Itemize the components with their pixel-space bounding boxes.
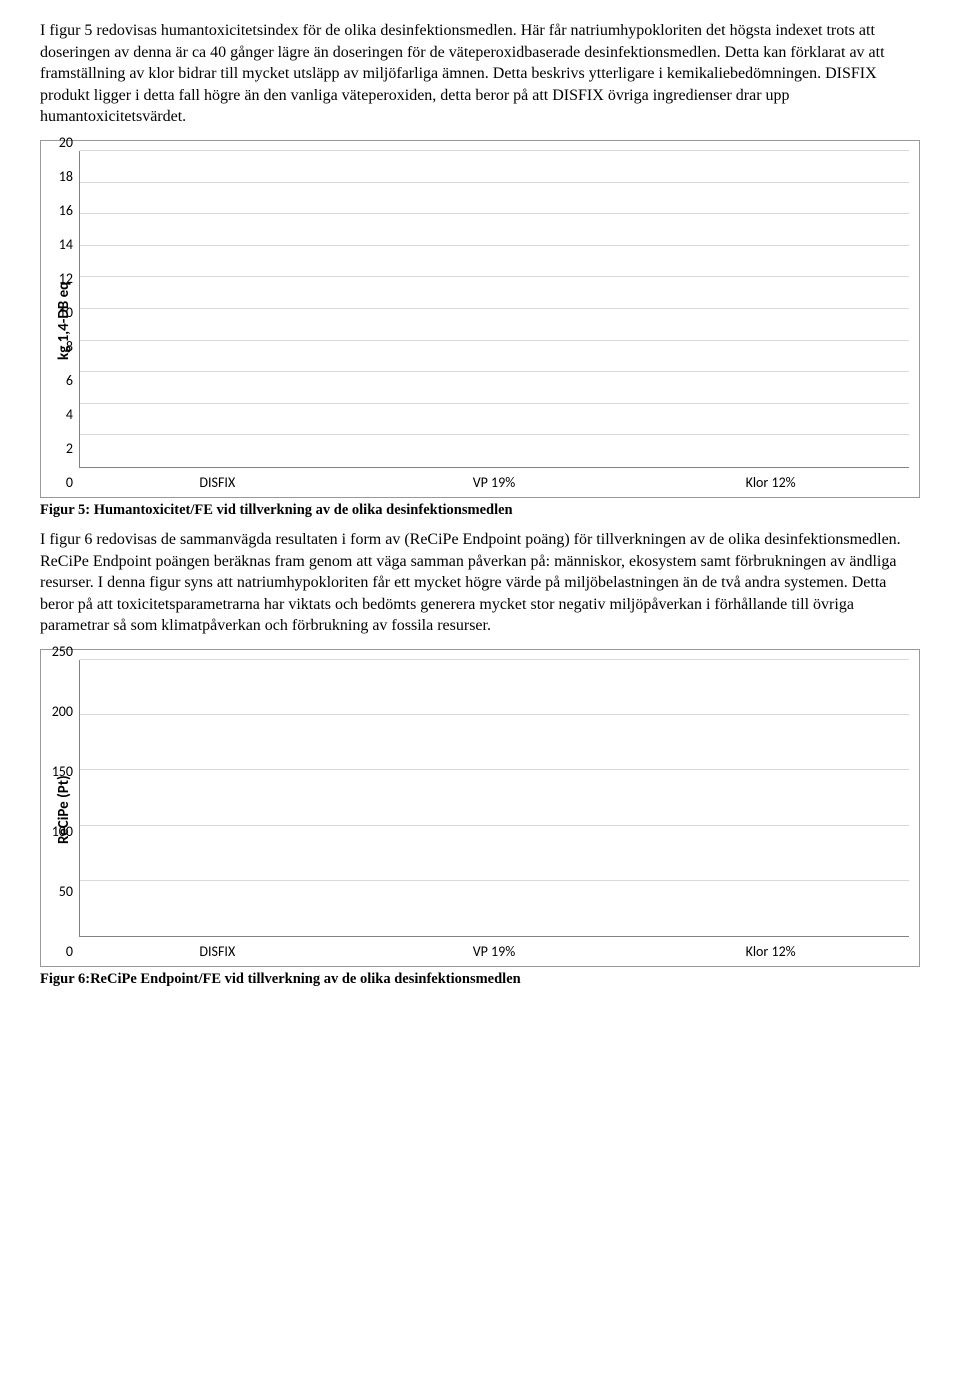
x-axis: DISFIX VP 19% Klor 12% bbox=[79, 468, 909, 491]
figure-5-caption: Figur 5: Humantoxicitet/FE vid tillverkn… bbox=[40, 502, 920, 519]
x-tick-label: DISFIX bbox=[109, 943, 325, 960]
plot-area bbox=[79, 660, 909, 937]
x-tick-label: VP 19% bbox=[386, 474, 602, 491]
plot-area bbox=[79, 151, 909, 468]
paragraph-1: I figur 5 redovisas humantoxicitetsindex… bbox=[40, 20, 920, 128]
chart-figure-5: kg 1,4-DB eq20181614121086420DISFIXVP 19… bbox=[40, 140, 920, 498]
x-tick-label: DISFIX bbox=[109, 474, 325, 491]
figure-6-caption: Figur 6:ReCiPe Endpoint/FE vid tillverkn… bbox=[40, 971, 920, 988]
chart-figure-6: ReCiPe (Pt)250200150100500DISFIXVP 19%Kl… bbox=[40, 649, 920, 967]
x-tick-label: VP 19% bbox=[386, 943, 602, 960]
x-axis: DISFIX VP 19% Klor 12% bbox=[79, 937, 909, 960]
paragraph-2: I figur 6 redovisas de sammanvägda resul… bbox=[40, 529, 920, 637]
x-tick-label: Klor 12% bbox=[663, 943, 879, 960]
x-tick-label: Klor 12% bbox=[663, 474, 879, 491]
